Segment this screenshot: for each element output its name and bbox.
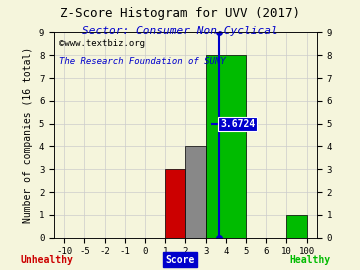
Text: Unhealthy: Unhealthy (21, 255, 73, 265)
Bar (206, 55, 246, 238)
Bar (165, 169, 185, 238)
Text: The Research Foundation of SUNY: The Research Foundation of SUNY (59, 57, 226, 66)
Text: Healthy: Healthy (289, 255, 330, 265)
Bar (185, 146, 206, 238)
Text: Z-Score Histogram for UVV (2017): Z-Score Histogram for UVV (2017) (60, 7, 300, 20)
Text: 3.6724: 3.6724 (220, 119, 256, 129)
Text: Sector: Consumer Non-Cyclical: Sector: Consumer Non-Cyclical (82, 26, 278, 36)
Text: ©www.textbiz.org: ©www.textbiz.org (59, 39, 145, 48)
Y-axis label: Number of companies (16 total): Number of companies (16 total) (23, 47, 33, 223)
Text: Score: Score (165, 255, 195, 265)
Bar (287, 215, 307, 238)
